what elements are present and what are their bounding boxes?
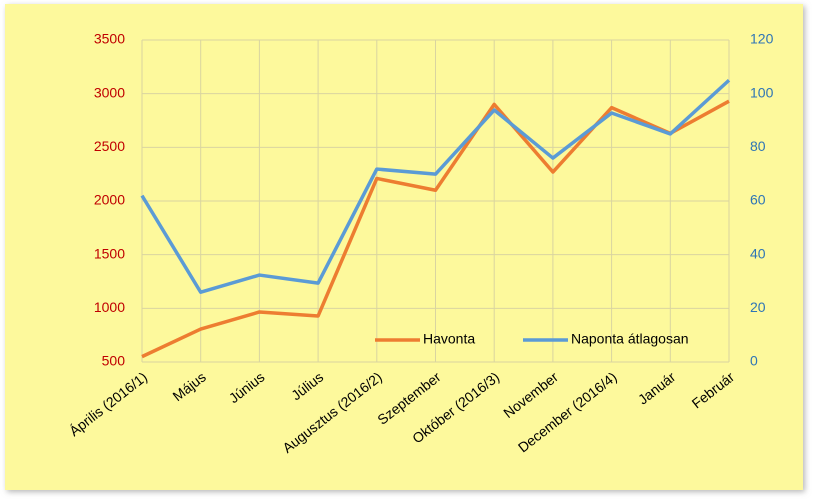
y2-tick-label: 20 <box>750 299 766 315</box>
y2-tick-label: 80 <box>750 138 766 154</box>
y2-tick-label: 0 <box>750 353 758 369</box>
y2-tick-label: 60 <box>750 192 766 208</box>
y-tick-label: 3000 <box>94 84 125 100</box>
y2-tick-label: 120 <box>750 31 774 47</box>
legend-label: Naponta átlagosan <box>571 331 689 347</box>
y-tick-label: 3500 <box>94 31 125 47</box>
y-tick-label: 1500 <box>94 245 125 261</box>
y2-tick-label: 40 <box>750 245 766 261</box>
y2-tick-label: 100 <box>750 84 774 100</box>
data-line <box>140 78 731 294</box>
data-line <box>141 99 730 359</box>
legend-label: Havonta <box>423 331 475 347</box>
y-tick-label: 500 <box>102 353 126 369</box>
y-tick-label: 2500 <box>94 138 125 154</box>
y-tick-label: 1000 <box>94 299 125 315</box>
y-tick-label: 2000 <box>94 192 125 208</box>
